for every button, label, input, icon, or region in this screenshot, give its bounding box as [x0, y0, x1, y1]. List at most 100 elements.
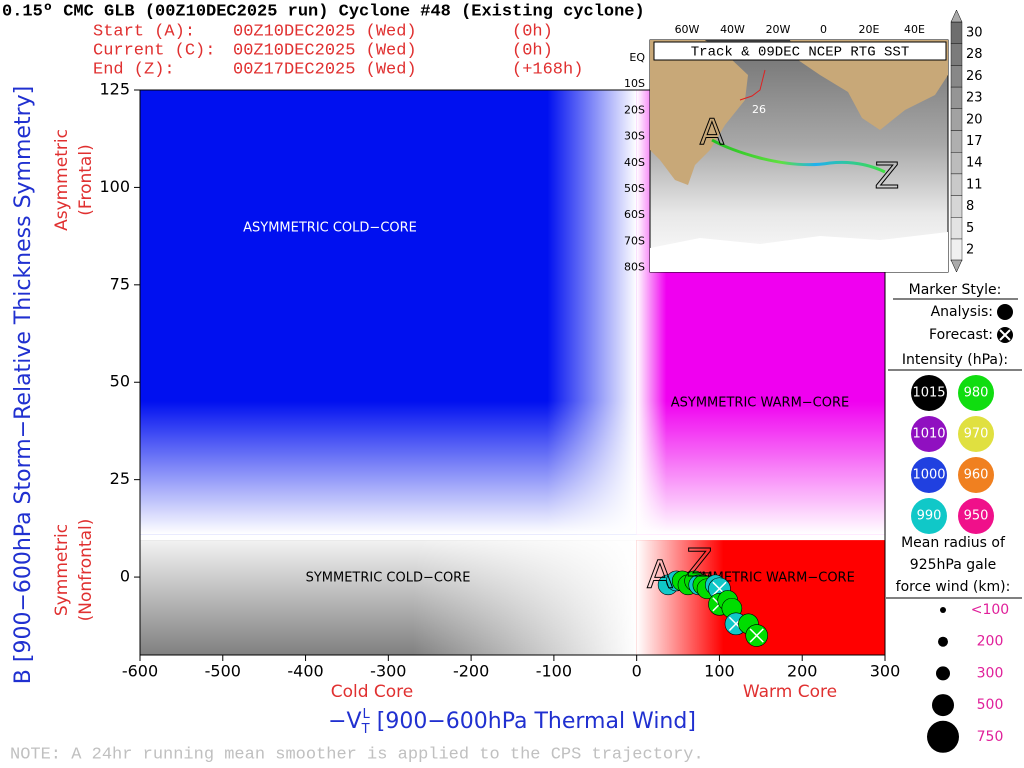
colorbar-label: 20	[966, 112, 983, 127]
lon-label: 40W	[720, 23, 745, 36]
colorbar-segment	[950, 108, 963, 131]
lat-label: 80S	[624, 261, 645, 274]
intensity-label: 1000	[912, 468, 945, 483]
header-time: 00Z10DEC2025 (Wed)	[233, 22, 417, 41]
header-offset: (0h)	[512, 22, 553, 41]
radius-swatch	[927, 720, 959, 753]
map-title: Track & 09DEC NCEP RTG SST	[691, 45, 909, 61]
legend-text: Forecast:	[929, 327, 993, 343]
legend-marker-x	[999, 329, 1011, 341]
y-axis-label: B [900−600hPa Storm−Relative Thickness S…	[11, 86, 36, 684]
quadrant-fade	[140, 90, 637, 535]
colorbar-label: 8	[966, 199, 974, 214]
forecast-x	[749, 628, 764, 643]
y-side-label: Symmetric	[52, 524, 72, 616]
lat-label: 50S	[624, 182, 645, 195]
x-tick-label: -100	[536, 662, 572, 681]
y-side-label: Asymmetric	[52, 129, 72, 231]
radius-swatch	[936, 666, 950, 681]
lat-label: EQ	[629, 51, 645, 64]
intensity-swatch	[958, 416, 994, 452]
x-tick-label: -300	[370, 662, 406, 681]
radius-label: 200	[977, 634, 1004, 650]
colorbar-segment	[950, 217, 963, 240]
track-marker: A	[647, 553, 673, 597]
lat-label: 30S	[624, 130, 645, 143]
colorbar-segment	[950, 65, 963, 88]
quadrant-label: ASYMMETRIC COLD−CORE	[243, 221, 417, 236]
intensity-swatch	[911, 416, 947, 452]
map-land	[790, 40, 948, 130]
colorbar-label: 17	[966, 134, 983, 149]
lon-label: 0	[820, 23, 827, 36]
x-tick-label: 300	[870, 662, 901, 681]
colorbar-segment	[950, 151, 963, 175]
y-tick-label: 75	[110, 274, 130, 293]
colorbar-cap	[950, 9, 963, 273]
y-side-label: (Nonfrontal)	[76, 519, 96, 622]
radius-swatch	[940, 607, 946, 613]
contour-label: 26	[752, 103, 766, 116]
legend-title: force wind (km):	[896, 579, 1011, 595]
x-tick-label: 100	[704, 662, 735, 681]
lon-label: 20W	[766, 23, 791, 36]
intensity-label: 1015	[912, 386, 945, 401]
colorbar-segment	[950, 238, 963, 261]
colorbar-segment	[950, 86, 963, 109]
colorbar-segment	[950, 173, 963, 196]
map-contour	[739, 69, 766, 101]
radius-swatch	[932, 694, 954, 717]
colorbar-segment	[950, 43, 963, 66]
intensity-swatch	[911, 498, 947, 534]
header-label: Start (A):	[93, 22, 195, 41]
intensity-label: 1010	[912, 427, 945, 442]
colorbar-label: 30	[966, 26, 983, 41]
legend-title: 925hPa gale	[910, 557, 996, 573]
colorbar-label: 26	[966, 69, 983, 84]
radius-label: 750	[977, 729, 1004, 745]
intensity-label: 970	[964, 427, 989, 442]
quadrant-fade	[140, 540, 637, 655]
map-track	[711, 138, 886, 174]
intensity-label: 990	[917, 509, 942, 524]
intensity-swatch	[958, 498, 994, 534]
y-tick-label: 50	[110, 372, 130, 391]
lon-label: 20E	[859, 23, 880, 36]
header-time: 00Z17DEC2025 (Wed)	[233, 60, 417, 79]
x-tick-label: -500	[205, 662, 241, 681]
intensity-label: 950	[964, 509, 989, 524]
note: NOTE: A 24hr running mean smoother is ap…	[10, 745, 704, 764]
map-title-box	[653, 41, 947, 61]
intensity-swatch	[958, 375, 994, 411]
header-time: 00Z10DEC2025 (Wed)	[233, 41, 417, 60]
map-land	[650, 40, 748, 185]
y-tick-label: 125	[99, 80, 130, 99]
x-tick-label: 0	[632, 662, 642, 681]
colorbar-label: 28	[966, 47, 983, 62]
lat-label: 60S	[624, 208, 645, 221]
x-axis-label: −VTL [900−600hPa Thermal Wind]	[328, 707, 696, 737]
lat-label: 40S	[624, 156, 645, 169]
radius-label: 500	[977, 697, 1004, 713]
title: 0.15º CMC GLB (00Z10DEC2025 run) Cyclone…	[2, 2, 645, 21]
legend-text: Analysis:	[931, 304, 993, 320]
lon-label: 40E	[904, 23, 925, 36]
y-tick-label: 100	[99, 177, 130, 196]
y-tick-label: 25	[110, 469, 130, 488]
intensity-label: 960	[964, 468, 989, 483]
lat-label: 20S	[624, 103, 645, 116]
x-axis-label-part: L	[363, 707, 371, 722]
quadrant-label: SYMMETRIC COLD−CORE	[306, 571, 471, 586]
lat-label: 10S	[624, 77, 645, 90]
quadrant-label: ASYMMETRIC WARM−CORE	[671, 396, 849, 411]
intensity-label: 980	[964, 386, 989, 401]
colorbar-label: 11	[966, 177, 983, 192]
lon-label: 60W	[675, 23, 700, 36]
plot-frame	[139, 89, 886, 656]
inset-map: Track & 09DEC NCEP RTG SST 26 A Z 60W 40W…	[624, 9, 983, 274]
radius-swatch	[938, 636, 948, 647]
map-antarctica	[650, 232, 948, 272]
header-offset: (0h)	[512, 41, 553, 60]
colorbar-segment	[950, 130, 963, 153]
